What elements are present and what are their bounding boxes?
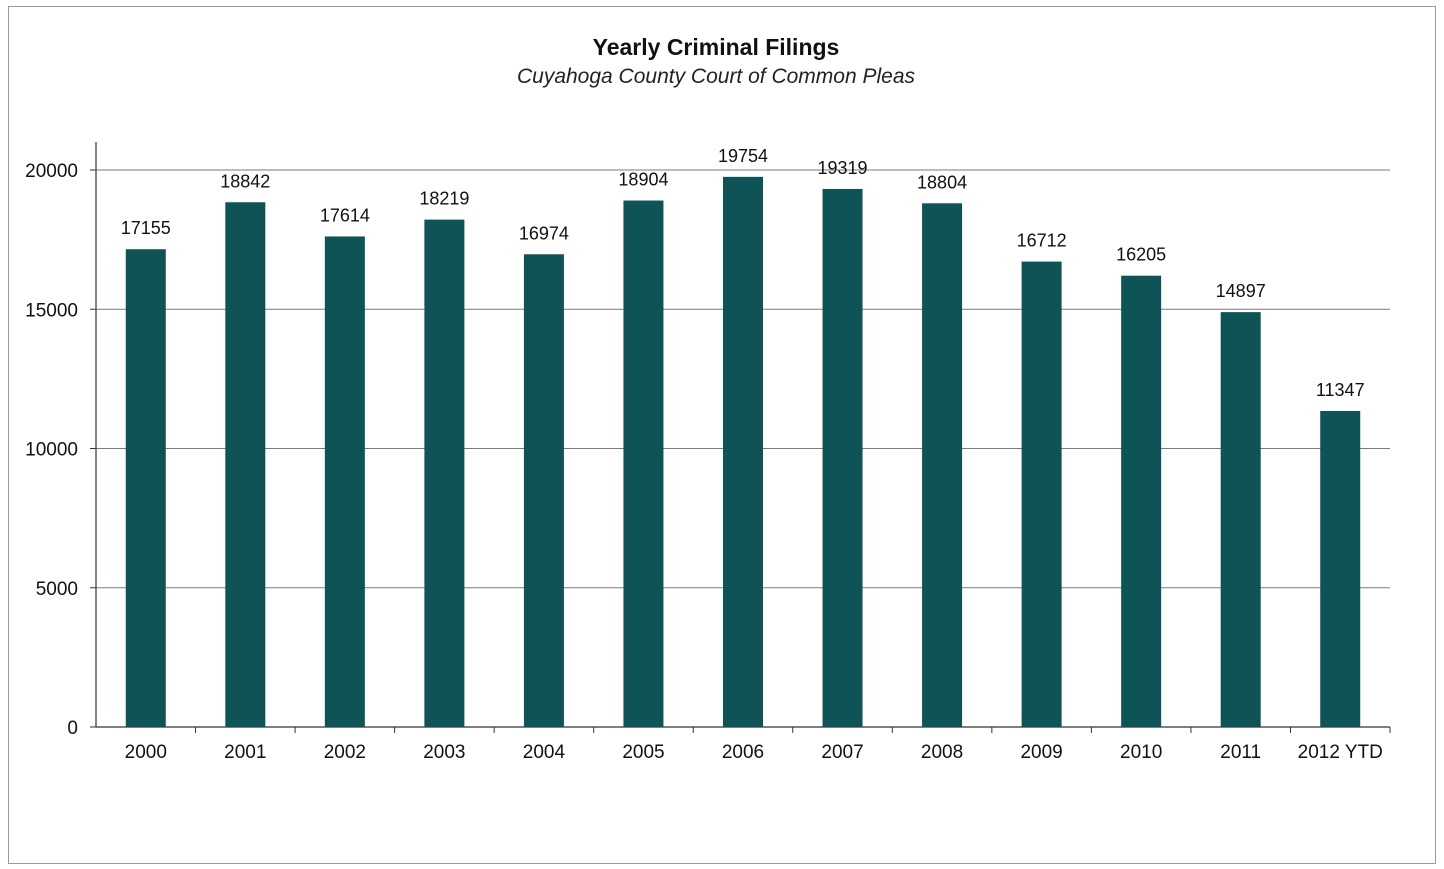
data-label: 16712 [1017, 231, 1067, 251]
x-tick-label: 2012 YTD [1298, 742, 1383, 763]
x-tick-label: 2008 [921, 742, 963, 763]
bar [424, 219, 465, 728]
data-labels: 17155 18842 17614 18219 16974 18904 19754 19319… [121, 146, 1365, 400]
bar [1021, 261, 1062, 727]
bar [125, 249, 166, 727]
data-label: 19754 [718, 146, 768, 166]
x-tick-label: 2005 [622, 742, 664, 763]
data-label: 18842 [220, 171, 270, 191]
x-tick-label: 2006 [722, 742, 764, 763]
chart-subtitle: Cuyahoga County Court of Common Pleas [516, 65, 916, 88]
x-tick-label: 2011 [1220, 742, 1261, 763]
bar [723, 176, 763, 728]
data-label: 18804 [917, 172, 967, 192]
data-label: 16974 [519, 223, 569, 243]
y-tick-label: 5000 [36, 579, 78, 600]
data-label: 17155 [121, 218, 171, 238]
data-label: 14897 [1216, 281, 1266, 301]
x-tick-label: 2000 [125, 742, 167, 763]
data-label: 17614 [320, 205, 370, 225]
bar [225, 202, 266, 727]
bar [922, 203, 963, 727]
y-tick-label: 10000 [25, 440, 78, 461]
bar [822, 188, 863, 728]
x-tick-label: 2001 [224, 742, 266, 763]
y-tick-labels: 0 5000 10000 15000 20000 [25, 161, 78, 739]
chart-title: Yearly Criminal Filings [592, 34, 840, 60]
bar [1121, 275, 1162, 727]
data-label: 19319 [818, 158, 868, 178]
y-tick-label: 0 [67, 718, 78, 739]
bar [1320, 410, 1361, 727]
data-label: 18904 [618, 170, 668, 190]
y-tick-label: 20000 [25, 161, 78, 182]
bar [1220, 312, 1261, 727]
y-tick-label: 15000 [25, 300, 78, 321]
x-tick-label: 2010 [1120, 742, 1162, 763]
bar [523, 254, 564, 727]
x-tick-label: 2004 [523, 742, 566, 763]
data-label: 11347 [1316, 380, 1365, 400]
x-tick-label: 2009 [1020, 742, 1062, 763]
bar [324, 236, 365, 727]
x-tick-labels: 2000 2001 2002 2003 2004 2005 2006 2007 2008 2009… [125, 742, 1383, 763]
bars [125, 176, 1361, 728]
x-tick-label: 2002 [324, 742, 366, 763]
x-tick-label: 2003 [423, 742, 465, 763]
x-tick-label: 2007 [821, 742, 863, 763]
data-label: 16205 [1116, 245, 1166, 265]
bar [623, 200, 664, 727]
data-label: 18219 [419, 189, 469, 209]
